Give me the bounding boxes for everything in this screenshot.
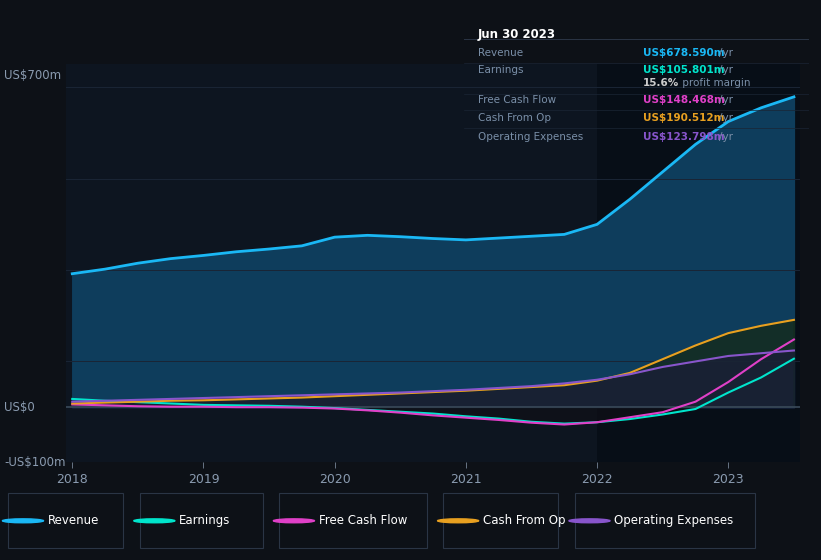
Text: 15.6%: 15.6%	[643, 78, 680, 88]
Text: Cash From Op: Cash From Op	[483, 514, 565, 528]
FancyBboxPatch shape	[140, 493, 263, 548]
Text: US$678.590m: US$678.590m	[643, 48, 725, 58]
Text: Cash From Op: Cash From Op	[478, 113, 551, 123]
Text: Operating Expenses: Operating Expenses	[478, 132, 583, 142]
FancyBboxPatch shape	[8, 493, 123, 548]
Text: profit margin: profit margin	[680, 78, 751, 88]
FancyBboxPatch shape	[575, 493, 755, 548]
Text: Jun 30 2023: Jun 30 2023	[478, 27, 556, 40]
Text: US$0: US$0	[4, 400, 34, 414]
Text: US$105.801m: US$105.801m	[643, 66, 725, 75]
Text: /yr: /yr	[718, 66, 732, 75]
Text: US$700m: US$700m	[4, 69, 62, 82]
Text: Revenue: Revenue	[478, 48, 523, 58]
Text: US$190.512m: US$190.512m	[643, 113, 725, 123]
Text: US$148.468m: US$148.468m	[643, 95, 725, 105]
Text: Operating Expenses: Operating Expenses	[614, 514, 733, 528]
Text: Free Cash Flow: Free Cash Flow	[478, 95, 556, 105]
Circle shape	[2, 519, 44, 523]
Text: Earnings: Earnings	[478, 66, 523, 75]
Text: /yr: /yr	[718, 113, 732, 123]
Bar	[597, 64, 807, 462]
Text: /yr: /yr	[718, 132, 732, 142]
Text: /yr: /yr	[718, 48, 732, 58]
Circle shape	[569, 519, 610, 523]
Text: /yr: /yr	[718, 95, 732, 105]
Text: Earnings: Earnings	[179, 514, 231, 528]
Text: US$123.798m: US$123.798m	[643, 132, 725, 142]
Circle shape	[134, 519, 175, 523]
Text: Revenue: Revenue	[48, 514, 99, 528]
Text: Free Cash Flow: Free Cash Flow	[319, 514, 407, 528]
Circle shape	[273, 519, 314, 523]
FancyBboxPatch shape	[443, 493, 558, 548]
Text: -US$100m: -US$100m	[4, 456, 66, 469]
Circle shape	[438, 519, 479, 523]
FancyBboxPatch shape	[279, 493, 427, 548]
